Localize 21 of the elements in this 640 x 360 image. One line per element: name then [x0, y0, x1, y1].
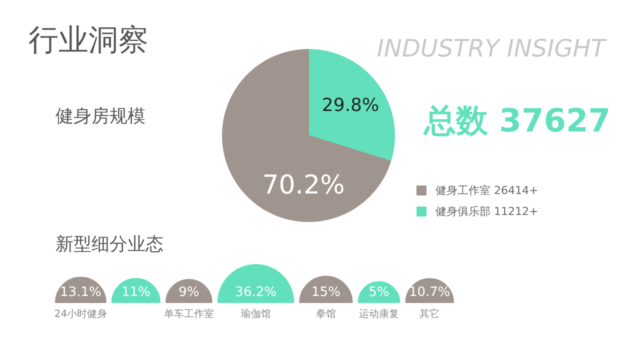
category-label: 24小时健身 — [54, 308, 108, 320]
text: 健身房规模 — [56, 106, 146, 127]
legend-label: 健身俱乐部 11212+ — [436, 205, 538, 218]
legend-label: 健身工作室 26414+ — [436, 184, 538, 197]
data-label: 13.1% — [60, 285, 102, 300]
data-label: 15% — [312, 285, 340, 300]
category-label: 其它 — [420, 308, 440, 320]
category-label: 运动康复 — [358, 308, 399, 320]
data-label: 36.2% — [235, 285, 276, 300]
data-label: 10.7% — [408, 285, 450, 300]
chart-title: 行业洞察 — [28, 23, 148, 58]
data-label: 11% — [122, 285, 150, 300]
data-label: 29.8% — [322, 95, 380, 116]
data-label: 5% — [368, 285, 390, 300]
category-label: 单车工作室 — [164, 308, 214, 320]
text: 新型细分业态 — [56, 234, 164, 255]
text: 总数 37627 — [423, 102, 610, 140]
data-label: 70.2% — [262, 170, 345, 200]
data-label: 9% — [178, 285, 200, 300]
category-label: 瑜伽馆 — [240, 308, 271, 320]
category-label: 拳馆 — [316, 308, 336, 320]
